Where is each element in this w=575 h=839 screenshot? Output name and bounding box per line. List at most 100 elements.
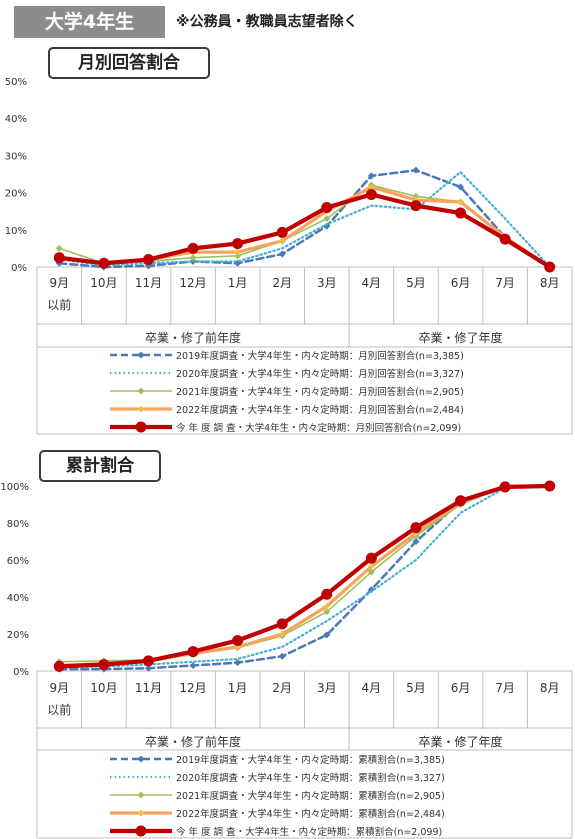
monthly-group-label: 卒業・修了年度 [419, 330, 503, 345]
monthly-ratio-title: 月別回答割合 [48, 47, 210, 79]
monthly-series-0-point [367, 172, 375, 180]
monthly-series-4-point [455, 207, 467, 219]
monthly-x-tick-label: 5月 [406, 276, 426, 290]
monthly-x-tick-label: 9月 [49, 276, 69, 290]
monthly-series-2-point [55, 244, 63, 252]
monthly-series-4-point [365, 188, 377, 200]
monthly-x-tick-label: 4月 [362, 276, 382, 290]
cumulative-x-tick-label: 6月 [451, 681, 471, 695]
monthly-series-2-point [189, 254, 197, 262]
cumulative-legend-3-label: 2022年度調査・大学4年生・内々定時期：累積割合(n=2,484) [176, 808, 445, 820]
cumulative-series-4-point [499, 481, 511, 493]
cumulative-series-3-line [57, 484, 552, 668]
cumulative-legend-3-marker [138, 810, 144, 816]
monthly-series-1-line [58, 171, 551, 269]
monthly-series-3-point [234, 249, 241, 256]
monthly-group-label: 卒業・修了前年度 [145, 330, 241, 345]
cumulative-series-4-point [544, 480, 556, 492]
cumulative-x-tick-label: 10月 [90, 681, 117, 695]
monthly-x-tick-sublabel: 以前 [47, 297, 71, 312]
cumulative-x-tick-label: 2月 [272, 681, 292, 695]
cumulative-legend-4-marker [135, 825, 147, 837]
monthly-series-4-point [142, 254, 154, 266]
cumulative-series-4-point [232, 634, 244, 646]
monthly-series-3-point [279, 237, 286, 244]
cumulative-x-tick-label: 11月 [135, 681, 162, 695]
cumulative-legend-0-label: 2019年度調査・大学4年生・内々定時期：累積割合(n=3,385) [176, 754, 445, 766]
cumulative-x-tick-label: 7月 [495, 681, 515, 695]
monthly-series-4-point [98, 257, 110, 269]
monthly-series-4-point [232, 238, 244, 250]
cumulative-x-tick-label: 9月 [49, 681, 69, 695]
monthly-legend-4-label: 今 年 度 調 査・大学4年生・内々定時期：月別回答割合(n=2,099) [176, 422, 461, 434]
cumulative-x-tick-sublabel: 以前 [47, 702, 71, 717]
monthly-series-0-line [58, 169, 551, 269]
cumulative-series-3-point [279, 631, 286, 637]
cumulative-y-tick-label: 60% [7, 556, 29, 567]
monthly-legend-3-label: 2022年度調査・大学4年生・内々定時期：月別回答割合(n=2,484) [176, 404, 464, 416]
cumulative-series-4-line [57, 483, 552, 669]
monthly-x-tick-label: 1月 [228, 276, 248, 290]
cumulative-legend-2-label: 2021年度調査・大学4年生・内々定時期：累積割合(n=2,905) [176, 790, 445, 802]
cumulative-x-tick-label: 12月 [179, 681, 206, 695]
monthly-series-4-point [499, 233, 511, 245]
monthly-series-4-point [321, 201, 333, 213]
monthly-series-3-point [457, 198, 464, 205]
cumulative-x-tick-label: 8月 [540, 681, 560, 695]
monthly-y-tick-label: 50% [5, 77, 27, 88]
exclusion-note: ※公務員・教職員志望者除く [176, 14, 358, 30]
cumulative-group-label: 卒業・修了年度 [419, 734, 503, 749]
cumulative-group-label: 卒業・修了前年度 [145, 734, 241, 749]
monthly-legend-2-label: 2021年度調査・大学4年生・内々定時期：月別回答割合(n=2,905) [176, 386, 464, 398]
cumulative-x-tick-label: 4月 [362, 681, 382, 695]
monthly-series-4-point [53, 252, 65, 264]
monthly-x-tick-label: 7月 [495, 276, 515, 290]
monthly-series-0-point [412, 166, 420, 174]
grade-badge: 大学4年生 [14, 6, 165, 38]
cumulative-series-4-point [53, 660, 65, 672]
cumulative-series-2-point [367, 568, 375, 576]
cumulative-x-tick-label: 1月 [228, 681, 248, 695]
monthly-legend-1-label: 2020年度調査・大学4年生・内々定時期：月別回答割合(n=3,327) [176, 368, 464, 380]
monthly-series-4-line [57, 192, 552, 270]
monthly-series-0-point [278, 250, 286, 258]
cumulative-legend-1-label: 2020年度調査・大学4年生・内々定時期：累積割合(n=3,327) [176, 772, 445, 784]
cumulative-series-4-point [321, 588, 333, 600]
monthly-legend-4-marker [135, 421, 147, 433]
monthly-y-tick-label: 0% [11, 263, 27, 274]
cumulative-series-0-point [234, 659, 242, 667]
cumulative-series-4-point [276, 618, 288, 630]
cumulative-legend-0-marker [137, 755, 145, 763]
monthly-series-3-line [57, 185, 552, 269]
monthly-y-tick-label: 30% [5, 151, 27, 162]
monthly-x-tick-label: 2月 [272, 276, 292, 290]
monthly-x-tick-label: 6月 [451, 276, 471, 290]
cumulative-legend-4-label: 今 年 度 調 査・大学4年生・内々定時期：累積割合(n=2,099) [176, 826, 442, 838]
monthly-x-tick-label: 12月 [179, 276, 206, 290]
cumulative-series-2-point [323, 608, 331, 616]
cumulative-series-0-line [58, 484, 551, 671]
cumulative-series-0-point [278, 652, 286, 660]
cumulative-series-0-point [412, 538, 420, 545]
monthly-y-tick-label: 10% [5, 226, 27, 237]
cumulative-series-4-point [187, 646, 199, 658]
cumulative-series-4-point [365, 552, 377, 564]
monthly-x-tick-label: 3月 [317, 276, 337, 290]
monthly-legend-0-marker [137, 351, 145, 359]
monthly-legend-0-label: 2019年度調査・大学4年生・内々定時期：月別回答割合(n=3,385) [176, 350, 464, 362]
monthly-series-4-point [544, 261, 556, 273]
cumulative-series-4-point [142, 655, 154, 667]
cumulative-series-3-point [323, 603, 330, 610]
monthly-series-4-point [187, 242, 199, 254]
cumulative-series-4-point [455, 495, 467, 507]
monthly-series-2-point [234, 252, 242, 260]
monthly-x-tick-label: 11月 [135, 276, 162, 290]
monthly-series-0-point [457, 183, 465, 191]
cumulative-y-tick-label: 100% [0, 482, 29, 493]
monthly-series-4-point [276, 226, 288, 238]
cumulative-x-tick-label: 3月 [317, 681, 337, 695]
cumulative-legend-2-marker [137, 791, 145, 799]
cumulative-series-4-point [98, 659, 110, 671]
